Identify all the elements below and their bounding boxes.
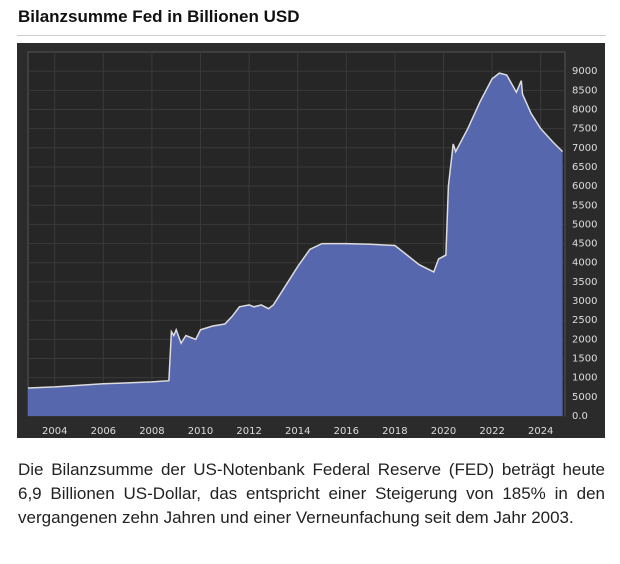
y-tick-label: 4500 — [572, 239, 597, 250]
area — [28, 73, 563, 416]
y-tick-label: 4000 — [572, 258, 597, 269]
x-tick-label: 2004 — [42, 426, 67, 437]
y-tick-label: 2500 — [572, 315, 597, 326]
x-tick-label: 2018 — [382, 426, 407, 437]
x-tick-label: 2014 — [285, 426, 310, 437]
y-tick-label: 5500 — [572, 200, 597, 211]
x-tick-label: 2010 — [188, 426, 213, 437]
y-tick-label: 6000 — [572, 181, 597, 192]
y-tick-label: 5000 — [572, 392, 597, 403]
y-tick-label: 8000 — [572, 104, 597, 115]
y-tick-label: 7000 — [572, 143, 597, 154]
x-tick-label: 2008 — [139, 426, 164, 437]
x-tick-label: 2012 — [236, 426, 261, 437]
y-tick-label: 7500 — [572, 124, 597, 135]
x-tick-label: 2024 — [528, 426, 553, 437]
y-tick-label: 3000 — [572, 296, 597, 307]
x-tick-label: 2022 — [479, 426, 504, 437]
y-tick-label: 0.0 — [572, 411, 588, 422]
chart: 0.0 5000 1000 1500 2000 2500 3000 3500 4000 4500 5… — [17, 43, 605, 438]
y-tick-label: 8500 — [572, 85, 597, 96]
y-tick-label: 6500 — [572, 162, 597, 173]
y-tick-label: 2000 — [572, 334, 597, 345]
divider — [17, 35, 606, 36]
chart-title: Bilanzsumme Fed in Billionen USD — [18, 7, 300, 26]
x-tick-label: 2006 — [91, 426, 116, 437]
description: Die Bilanzsumme der US-Notenbank Federal… — [18, 460, 605, 527]
y-tick-label: 1000 — [572, 373, 597, 384]
y-tick-label: 5000 — [572, 219, 597, 230]
x-tick-label: 2020 — [431, 426, 456, 437]
x-tick-label: 2016 — [334, 426, 359, 437]
y-tick-label: 3500 — [572, 277, 597, 288]
line — [27, 72, 564, 389]
y-tick-label: 9000 — [572, 66, 597, 77]
y-tick-label: 1500 — [572, 354, 597, 365]
